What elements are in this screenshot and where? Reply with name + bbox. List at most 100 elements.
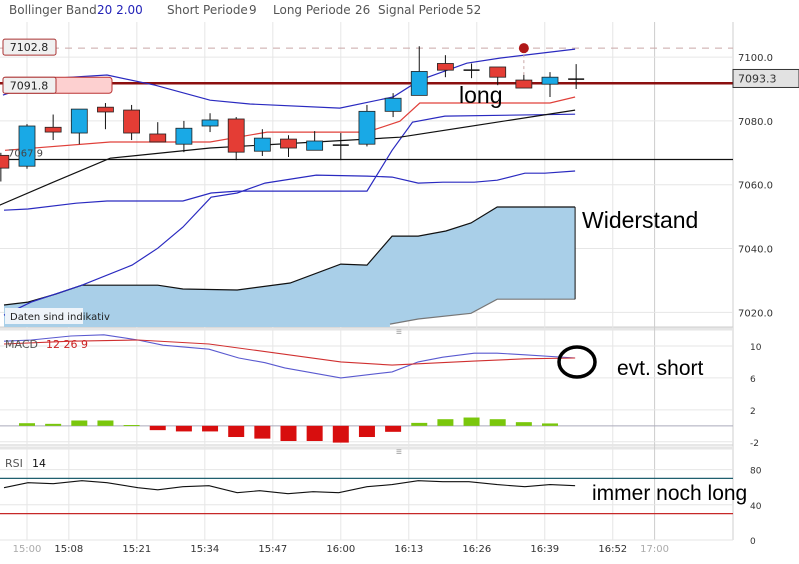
candle[interactable]: [463, 63, 480, 79]
entry-level-label-text: 7091.8: [10, 79, 49, 92]
candle[interactable]: [384, 93, 402, 118]
circle-annotation: [557, 345, 597, 379]
candle-body: [201, 119, 219, 127]
macd-params: 12 26 9: [46, 338, 88, 351]
macd-y-axis-label: 6: [750, 375, 756, 385]
rsi-panel[interactable]: [0, 477, 733, 515]
signal-periode-label: Signal Periode: [378, 3, 463, 17]
candle-body: [0, 154, 10, 169]
candle-body: [306, 140, 324, 151]
macd-y-axis-label: 2: [750, 407, 756, 417]
macd-panel[interactable]: [0, 334, 733, 443]
macd-y-axis-label: -2: [750, 439, 759, 449]
annotation-long: long: [459, 82, 502, 108]
macd-histogram-bar: [463, 417, 480, 426]
panel-resize-grip-icon[interactable]: ≡: [396, 447, 402, 458]
time-axis-label: 15:47: [258, 544, 287, 555]
macd-histogram-bar: [437, 419, 454, 426]
candle[interactable]: [332, 133, 349, 161]
bollinger-upper-line: [2, 48, 576, 109]
macd-histogram-bar: [385, 425, 402, 432]
main-y-axis-label: 7080.0: [738, 117, 773, 128]
candle[interactable]: [489, 66, 507, 86]
macd-label: MACD: [5, 338, 38, 351]
candle[interactable]: [70, 108, 88, 145]
macd-histogram-bar: [175, 425, 192, 432]
candle[interactable]: [227, 117, 245, 161]
candle-body: [97, 106, 114, 113]
time-axis-label: 15:34: [190, 544, 219, 555]
candle[interactable]: [410, 46, 428, 96]
candle[interactable]: [568, 64, 585, 89]
candle[interactable]: [358, 104, 376, 147]
candle[interactable]: [515, 74, 533, 89]
macd-histogram-bar: [123, 425, 140, 427]
main-y-axis-label: 7060.0: [738, 181, 773, 192]
candle[interactable]: [280, 135, 297, 157]
candle-body: [18, 125, 36, 167]
macd-histogram-bar: [228, 425, 245, 438]
candle[interactable]: [149, 122, 167, 143]
macd-histogram-bar: [306, 425, 323, 442]
candle-body: [149, 133, 167, 143]
candle-body: [358, 110, 376, 145]
macd-histogram-bar: [489, 419, 506, 426]
candle[interactable]: [306, 131, 324, 151]
rsi-y-axis-label: 80: [750, 467, 762, 477]
bollinger-label: Bollinger Band: [9, 3, 97, 17]
entry-level-label[interactable]: 7091.8: [2, 76, 113, 94]
macd-histogram-bar: [280, 425, 297, 442]
time-axis-label: 16:26: [462, 544, 491, 555]
macd-histogram-bar: [202, 425, 219, 432]
rsi-y-axis-label: 0: [750, 537, 756, 547]
macd-histogram-bar: [97, 420, 114, 426]
candle[interactable]: [201, 113, 219, 133]
rsi-label: RSI: [5, 457, 23, 470]
bollinger-lower-line: [3, 113, 576, 211]
macd-histogram-bar: [411, 422, 428, 426]
macd-histogram-bar: [358, 425, 375, 438]
time-axis-label: 16:52: [598, 544, 627, 555]
order-marker-dot[interactable]: [518, 43, 529, 54]
candle[interactable]: [175, 120, 193, 153]
candle[interactable]: [97, 103, 114, 130]
annotation-short: evt. short: [617, 357, 704, 380]
time-axis-label: 16:39: [530, 544, 559, 555]
macd-histogram-bar: [149, 425, 166, 431]
rsi-params: 14: [32, 457, 46, 470]
candle[interactable]: [541, 72, 559, 97]
candle-body: [44, 126, 62, 133]
long-periode-value: 26: [355, 3, 370, 17]
panel-resize-grip-icon[interactable]: ≡: [396, 327, 402, 338]
macd-histogram-bar: [71, 420, 88, 426]
rsi-line: [3, 480, 576, 495]
upper-level-label[interactable]: 7102.8: [2, 38, 57, 56]
time-axis-label: 17:00: [640, 544, 669, 555]
candle-body: [541, 76, 559, 85]
macd-histogram-bar: [45, 423, 62, 426]
disclaimer-box: [5, 308, 83, 324]
candle[interactable]: [253, 129, 271, 156]
candle-body: [410, 71, 428, 96]
short-periode-label: Short Periode: [167, 3, 248, 17]
candle[interactable]: [0, 152, 10, 182]
long-periode-label: Long Periode: [273, 3, 351, 17]
candle[interactable]: [123, 104, 140, 141]
price-panel[interactable]: [0, 43, 733, 376]
time-axis-label: 15:08: [54, 544, 83, 555]
candle[interactable]: [436, 55, 454, 78]
rsi-y-axis-label: 40: [750, 502, 762, 512]
long-moving-average-line: [0, 109, 576, 206]
candle-body: [175, 127, 193, 145]
bollinger-params: 20 2.00: [97, 3, 143, 17]
macd-y-axis-label: 10: [750, 343, 762, 353]
candle[interactable]: [18, 124, 36, 169]
time-axis-label: 16:13: [394, 544, 423, 555]
candle[interactable]: [44, 114, 62, 141]
main-y-axis-label: 7040.0: [738, 245, 773, 256]
axes: 15:00 15:08 15:21 15:34 15:47 16:00 16:13 16:26…: [2, 38, 799, 555]
time-axis-label: 16:00: [326, 544, 355, 555]
annotation-resistance: Widerstand: [582, 207, 698, 233]
macd-histogram-bar: [332, 425, 349, 443]
